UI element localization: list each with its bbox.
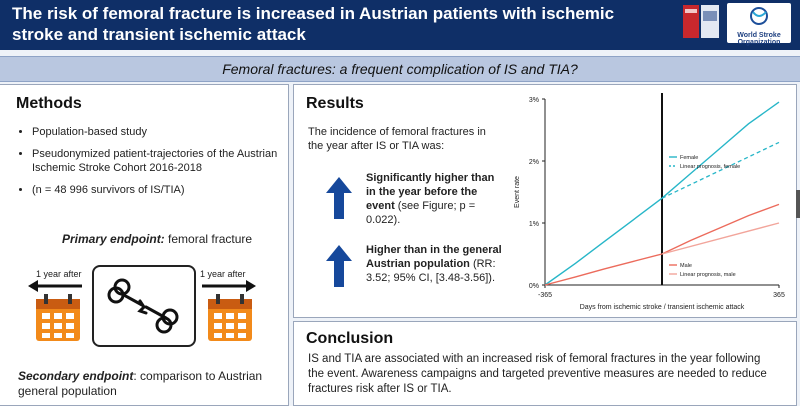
series-line-1 [661, 141, 780, 199]
conclusion-text: IS and TIA are associated with an increa… [308, 353, 767, 395]
finding-2-bold: Higher than in the general Austrian popu… [366, 244, 502, 270]
methods-bullet: Population-based study [32, 125, 294, 139]
subtitle-text: Femoral fractures: a frequent complicati… [222, 61, 578, 77]
results-intro: The incidence of femoral fractures in th… [308, 126, 486, 152]
wso-logo: World Stroke Organization [727, 3, 791, 46]
legend-label: Linear prognosis, female [680, 164, 740, 170]
secondary-endpoint-label: Secondary endpoint [18, 369, 134, 383]
finding-1-bold: Significantly higher than in the year be… [366, 172, 495, 212]
subtitle-bar: Femoral fractures: a frequent complicati… [0, 56, 800, 82]
poster-header: The risk of femoral fracture is increase… [0, 0, 800, 50]
y-tick-label: 1% [529, 221, 539, 228]
conclusion-title: Conclusion [306, 330, 394, 347]
secondary-endpoint-value: : comparison to Austrian general populat… [18, 369, 263, 398]
fracture-box [92, 265, 196, 347]
y-tick-label: 0% [529, 283, 539, 290]
up-arrow-icon [326, 245, 352, 287]
event-rate-chart: 0% 1% 2% 3% -365 365 Female Linear prognosis, f… [514, 93, 785, 311]
journal-cover-icon [683, 5, 719, 38]
broken-bone-icon [107, 278, 179, 334]
secondary-endpoint: Secondary endpoint: comparison to Austri… [18, 369, 280, 399]
finding-1: Significantly higher than in the year be… [366, 171, 502, 227]
primary-endpoint-label: Primary endpoint: [62, 232, 165, 246]
finding-1-rest: (see Figure; p = 0.022). [366, 200, 476, 226]
left-caption: 1 year after [36, 269, 82, 279]
x-tick-label: 365 [773, 292, 785, 299]
series-line-3 [661, 222, 780, 255]
methods-bullet: Pseudonymized patient-trajectories of th… [32, 147, 294, 175]
calendar-icon [208, 294, 252, 341]
scrollbar-thumb[interactable] [796, 190, 800, 218]
legend-label: Male [680, 263, 692, 269]
calendar-icon [36, 294, 80, 341]
methods-list: Population-based study Pseudonymized pat… [14, 125, 294, 205]
y-tick-label: 3% [529, 97, 539, 104]
x-axis-label: Days from ischemic stroke / transient is… [580, 304, 745, 311]
legend-label: Female [680, 155, 698, 161]
methods-title: Methods [16, 95, 82, 112]
finding-2-rest: (RR: 3.52; 95% CI, [3.48-3.56]). [366, 258, 496, 284]
right-arrow-icon [202, 280, 256, 292]
y-axis-label: Event rate [514, 176, 521, 208]
methods-panel: Methods Population-based study Pseudonym… [0, 84, 289, 406]
primary-endpoint: Primary endpoint: femoral fracture [62, 232, 252, 246]
poster-title: The risk of femoral fracture is increase… [12, 4, 615, 44]
methods-bullet: (n = 48 996 survivors of IS/TIA) [32, 183, 294, 197]
x-tick-label: -365 [538, 292, 552, 299]
up-arrow-icon [326, 177, 352, 219]
wso-logo-text: World Stroke Organization [737, 32, 781, 46]
conclusion-panel: Conclusion IS and TIA are associated wit… [293, 321, 797, 406]
results-title: Results [306, 95, 364, 112]
right-caption: 1 year after [200, 269, 246, 279]
primary-endpoint-value: femoral fracture [164, 232, 253, 246]
y-tick-label: 2% [529, 159, 539, 166]
left-arrow-icon [28, 280, 82, 292]
legend-label: Linear prognosis, male [680, 272, 736, 278]
wso-globe-icon [750, 7, 768, 25]
finding-2: Higher than in the general Austrian popu… [366, 243, 502, 285]
